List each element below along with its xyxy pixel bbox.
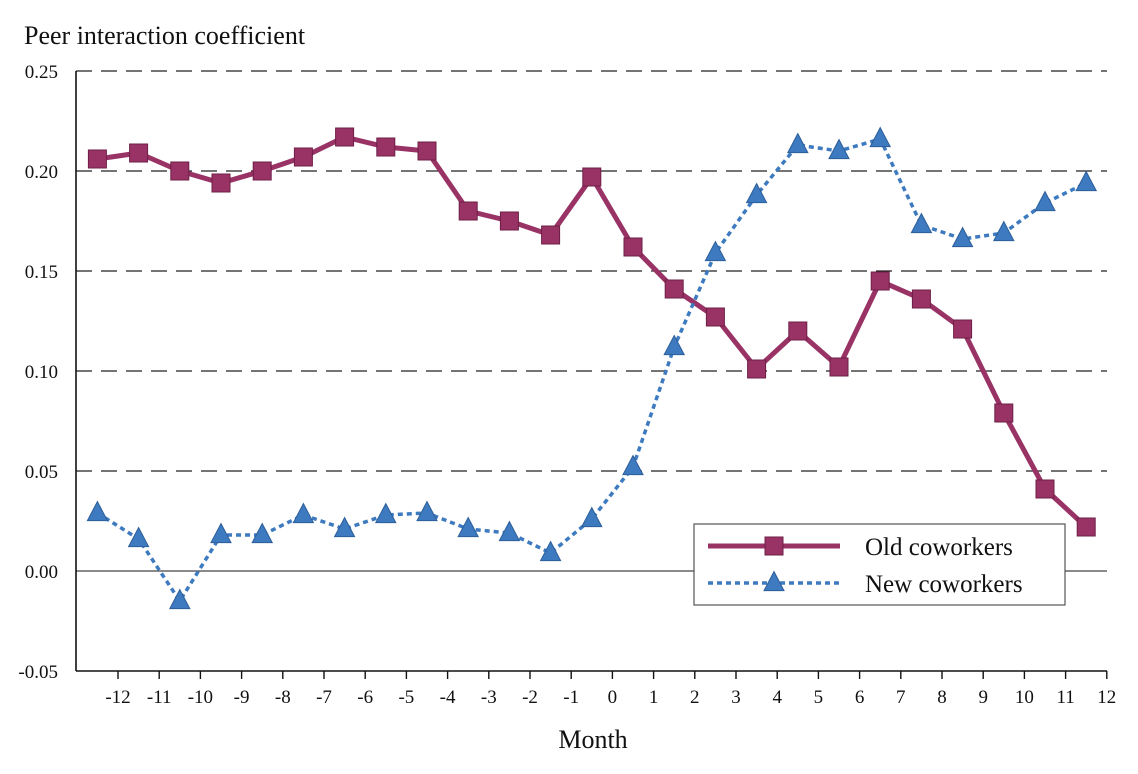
data-point xyxy=(786,132,809,154)
data-point xyxy=(829,357,849,377)
data-point xyxy=(129,143,149,163)
x-tick-label: 0 xyxy=(608,687,618,708)
legend-label: Old coworkers xyxy=(865,534,1013,561)
y-tick-label: 0.00 xyxy=(25,562,58,583)
x-tick-label: 1 xyxy=(649,687,659,708)
x-tick-label: 7 xyxy=(896,687,906,708)
legend-box xyxy=(693,523,1066,606)
data-point xyxy=(127,526,150,548)
data-point xyxy=(252,161,272,181)
legend-label: New coworkers xyxy=(865,571,1023,598)
x-tick-label: 9 xyxy=(978,687,988,708)
y-tick-label: -0.05 xyxy=(18,662,58,683)
data-point xyxy=(211,173,231,193)
data-point xyxy=(170,161,190,181)
legend: Old coworkers New coworkers xyxy=(693,523,1066,606)
y-axis-ticks: -0.05 0.00 0.05 0.10 0.15 0.20 0.25 xyxy=(18,62,58,683)
data-point xyxy=(374,502,397,524)
data-point xyxy=(499,211,519,231)
data-point xyxy=(747,359,767,379)
x-tick-label: 4 xyxy=(772,687,782,708)
x-tick-label: 10 xyxy=(1015,687,1034,708)
series-old-coworkers xyxy=(87,127,1096,537)
data-point xyxy=(417,141,437,161)
x-tick-label: 3 xyxy=(731,687,741,708)
data-point xyxy=(335,127,355,147)
data-point xyxy=(994,403,1014,423)
series-line xyxy=(97,134,1088,529)
series-new-coworkers xyxy=(86,126,1098,610)
data-point xyxy=(458,201,478,221)
x-tick-label: 8 xyxy=(937,687,947,708)
data-point xyxy=(623,237,643,257)
data-point xyxy=(664,279,684,299)
data-point xyxy=(292,502,315,524)
data-point xyxy=(870,271,890,291)
data-point xyxy=(869,126,892,148)
data-point xyxy=(416,500,438,522)
data-point xyxy=(582,167,602,187)
legend-swatch-marker xyxy=(764,536,784,556)
data-point xyxy=(293,147,313,167)
y-tick-label: 0.20 xyxy=(25,162,58,183)
x-tick-label: -8 xyxy=(275,687,291,708)
data-point xyxy=(705,307,725,327)
data-point xyxy=(333,516,356,538)
x-tick-label: -1 xyxy=(563,687,579,708)
data-point xyxy=(745,182,768,204)
data-point xyxy=(1075,170,1098,192)
x-tick-label: -5 xyxy=(398,687,414,708)
y-tick-label: 0.10 xyxy=(25,362,58,383)
data-point xyxy=(541,225,561,245)
y-tick-label: 0.15 xyxy=(25,262,58,283)
data-point xyxy=(210,522,232,544)
data-point xyxy=(580,506,603,528)
data-point xyxy=(788,321,808,341)
data-point xyxy=(251,522,274,544)
data-point xyxy=(911,289,931,309)
data-point xyxy=(498,520,521,542)
data-point xyxy=(1076,517,1096,537)
x-tick-label: -2 xyxy=(522,687,538,708)
data-point xyxy=(86,500,109,522)
y-tick-label: 0.05 xyxy=(25,462,58,483)
y-axis-title: Peer interaction coefficient xyxy=(24,21,306,50)
x-tick-label: -4 xyxy=(440,687,456,708)
data-point xyxy=(168,588,191,610)
data-point xyxy=(539,540,562,562)
x-tick-label: -10 xyxy=(188,687,213,708)
x-axis-title: Month xyxy=(558,725,627,754)
x-tick-label: -12 xyxy=(105,687,130,708)
legend-swatch-marker xyxy=(763,570,785,592)
data-point xyxy=(376,137,396,157)
x-tick-label: -3 xyxy=(481,687,497,708)
x-tick-label: -7 xyxy=(316,687,332,708)
data-point xyxy=(992,220,1015,242)
data-point xyxy=(1035,479,1055,499)
x-tick-label: 2 xyxy=(690,687,700,708)
x-tick-label: 5 xyxy=(814,687,824,708)
x-tick-label: -11 xyxy=(147,687,172,708)
x-tick-label: 12 xyxy=(1097,687,1116,708)
x-tick-label: -6 xyxy=(357,687,373,708)
data-point xyxy=(87,149,107,169)
y-tick-label: 0.25 xyxy=(25,62,58,83)
x-axis-ticks: -12 -11 -10 -9 -8 -7 -6 -5 -4 -3 -2 -1 0 1 2 3 4 5 6 7 8 9 10 1… xyxy=(105,671,1116,708)
data-point xyxy=(622,454,644,476)
x-tick-label: 11 xyxy=(1056,687,1074,708)
data-point xyxy=(828,138,850,160)
data-point xyxy=(910,212,933,234)
x-tick-label: 6 xyxy=(855,687,865,708)
series-group xyxy=(86,126,1098,610)
x-tick-label: -9 xyxy=(234,687,250,708)
data-point xyxy=(951,226,974,248)
data-point xyxy=(663,334,686,356)
data-point xyxy=(704,240,727,262)
axes xyxy=(75,71,1107,672)
data-point xyxy=(457,516,480,538)
data-point xyxy=(953,319,973,339)
data-point xyxy=(1034,190,1056,212)
